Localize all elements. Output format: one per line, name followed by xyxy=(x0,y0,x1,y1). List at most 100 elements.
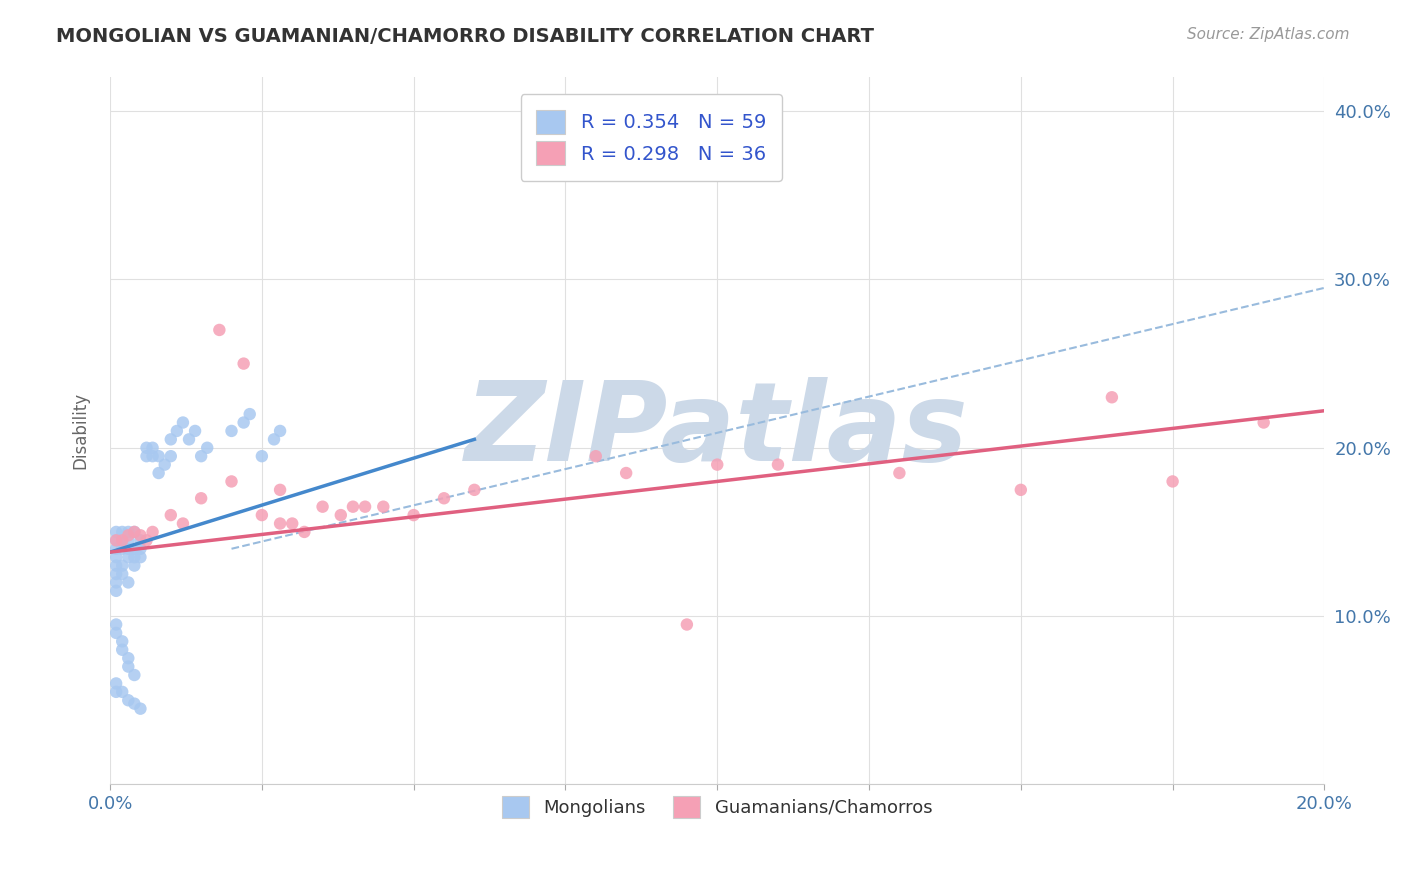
Point xyxy=(342,500,364,514)
Point xyxy=(766,458,789,472)
Point xyxy=(433,491,456,506)
Point xyxy=(124,668,146,682)
Point xyxy=(142,449,165,463)
Point xyxy=(111,685,134,699)
Point xyxy=(117,541,139,556)
Point xyxy=(117,528,139,542)
Point xyxy=(148,449,170,463)
Point xyxy=(111,533,134,548)
Point xyxy=(263,433,285,447)
Point xyxy=(105,617,128,632)
Point xyxy=(124,524,146,539)
Point xyxy=(142,441,165,455)
Point xyxy=(354,500,377,514)
Point xyxy=(129,550,152,565)
Point xyxy=(172,416,194,430)
Point xyxy=(190,449,212,463)
Point xyxy=(117,533,139,548)
Point xyxy=(111,634,134,648)
Point xyxy=(159,508,181,522)
Point xyxy=(250,449,273,463)
Point xyxy=(706,458,728,472)
Point xyxy=(1161,475,1184,489)
Point xyxy=(124,541,146,556)
Point xyxy=(135,533,157,548)
Point xyxy=(269,483,291,497)
Point xyxy=(676,617,699,632)
Y-axis label: Disability: Disability xyxy=(72,392,89,469)
Point xyxy=(117,659,139,673)
Point xyxy=(105,676,128,690)
Point xyxy=(195,441,218,455)
Point xyxy=(111,567,134,582)
Point xyxy=(111,533,134,548)
Point xyxy=(135,449,157,463)
Point xyxy=(1253,416,1275,430)
Point xyxy=(135,441,157,455)
Point xyxy=(124,558,146,573)
Text: ZIPatlas: ZIPatlas xyxy=(465,377,969,484)
Point xyxy=(105,550,128,565)
Point xyxy=(117,550,139,565)
Point xyxy=(124,697,146,711)
Point xyxy=(614,466,637,480)
Point xyxy=(585,449,607,463)
Point xyxy=(281,516,304,531)
Point xyxy=(124,524,146,539)
Point xyxy=(129,541,152,556)
Point xyxy=(111,558,134,573)
Point xyxy=(250,508,273,522)
Point xyxy=(117,651,139,665)
Point xyxy=(111,524,134,539)
Point xyxy=(105,524,128,539)
Point xyxy=(129,528,152,542)
Text: MONGOLIAN VS GUAMANIAN/CHAMORRO DISABILITY CORRELATION CHART: MONGOLIAN VS GUAMANIAN/CHAMORRO DISABILI… xyxy=(56,27,875,45)
Point xyxy=(129,533,152,548)
Point xyxy=(111,642,134,657)
Point xyxy=(124,550,146,565)
Point xyxy=(208,323,231,337)
Point xyxy=(1101,390,1123,404)
Point xyxy=(142,524,165,539)
Point xyxy=(1010,483,1032,497)
Point xyxy=(148,466,170,480)
Point xyxy=(184,424,207,438)
Point xyxy=(239,407,262,421)
Point xyxy=(172,516,194,531)
Point xyxy=(105,685,128,699)
Point xyxy=(105,541,128,556)
Point xyxy=(221,475,243,489)
Point xyxy=(166,424,188,438)
Point xyxy=(190,491,212,506)
Point xyxy=(232,357,254,371)
Legend: Mongolians, Guamanians/Chamorros: Mongolians, Guamanians/Chamorros xyxy=(495,789,939,825)
Point xyxy=(221,424,243,438)
Point xyxy=(232,416,254,430)
Point xyxy=(117,693,139,707)
Point xyxy=(269,516,291,531)
Point xyxy=(153,458,176,472)
Point xyxy=(889,466,911,480)
Point xyxy=(373,500,395,514)
Point xyxy=(402,508,425,522)
Point xyxy=(311,500,333,514)
Point xyxy=(105,575,128,590)
Text: Source: ZipAtlas.com: Source: ZipAtlas.com xyxy=(1187,27,1350,42)
Point xyxy=(269,424,291,438)
Point xyxy=(105,533,128,548)
Point xyxy=(105,567,128,582)
Point xyxy=(329,508,352,522)
Point xyxy=(105,626,128,640)
Point xyxy=(159,449,181,463)
Point xyxy=(463,483,485,497)
Point xyxy=(159,433,181,447)
Point xyxy=(129,701,152,715)
Point xyxy=(117,575,139,590)
Point xyxy=(111,541,134,556)
Point xyxy=(105,558,128,573)
Point xyxy=(177,433,200,447)
Point xyxy=(117,524,139,539)
Point xyxy=(292,524,315,539)
Point xyxy=(105,533,128,548)
Point xyxy=(105,583,128,598)
